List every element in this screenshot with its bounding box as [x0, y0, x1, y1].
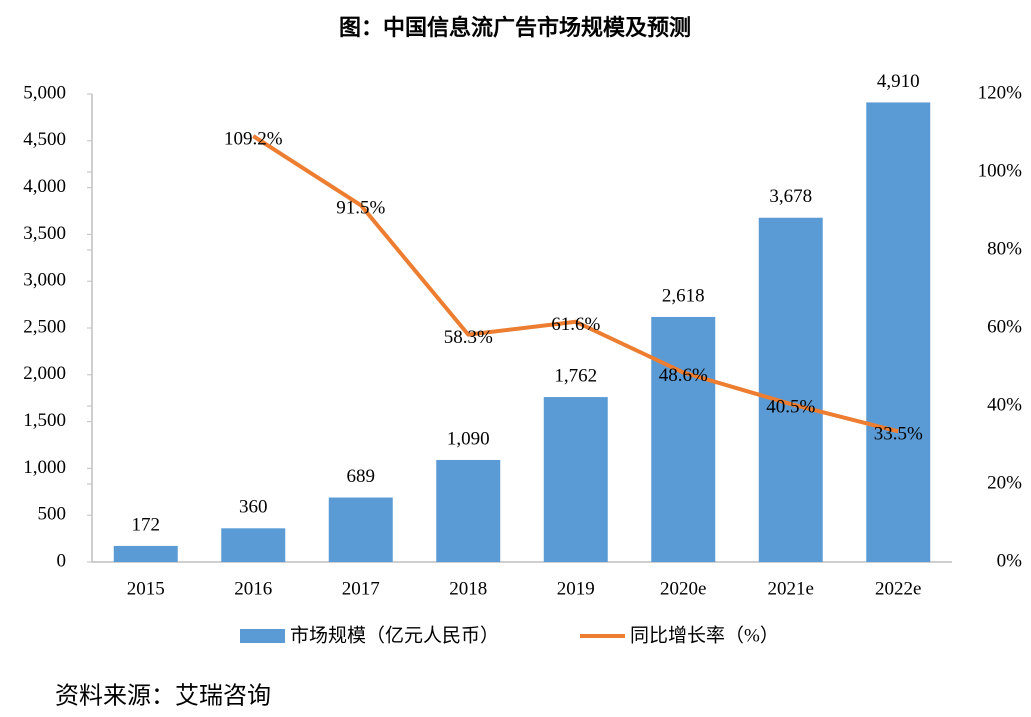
bar [866, 102, 931, 562]
y-tick-label: 4,500 [23, 129, 66, 150]
bar-value-label: 360 [239, 497, 268, 518]
bar [328, 497, 393, 562]
x-tick-label: 2022e [875, 578, 921, 599]
line-value-label: 48.6% [659, 365, 708, 386]
bar-value-label: 4,910 [877, 71, 920, 92]
y-tick-label: 2,000 [23, 363, 66, 384]
legend-label: 同比增长率（%） [630, 624, 779, 646]
bar [221, 528, 286, 562]
legend-swatch [240, 629, 285, 643]
y-tick-label: 3,500 [23, 223, 66, 244]
x-tick-label: 2016 [234, 578, 272, 599]
y-tick-label: 1,500 [23, 410, 66, 431]
x-tick-label: 2019 [557, 578, 595, 599]
bar-value-label: 1,762 [554, 365, 597, 386]
line-value-label: 33.5% [874, 424, 923, 445]
bar [543, 397, 608, 562]
bar-value-label: 172 [132, 514, 161, 535]
bar [113, 545, 178, 562]
y2-tick-label: 40% [987, 394, 1022, 415]
y-tick-label: 0 [57, 550, 67, 571]
x-tick-label: 2020e [660, 578, 706, 599]
line [252, 134, 899, 434]
bar-value-label: 2,618 [662, 285, 705, 306]
y-tick-label: 2,500 [23, 316, 66, 337]
y2-tick-label: 60% [987, 316, 1022, 337]
bar [758, 217, 823, 562]
y-tick-label: 4,000 [23, 176, 66, 197]
x-tick-label: 2015 [127, 578, 165, 599]
line-value-label: 109.2% [224, 128, 283, 149]
bar [436, 459, 501, 562]
source-note: 资料来源：艾瑞咨询 [55, 683, 271, 710]
line-value-label: 40.5% [766, 396, 815, 417]
y-tick-label: 1,000 [23, 457, 66, 478]
x-tick-label: 2017 [342, 578, 380, 599]
y2-tick-label: 0% [997, 550, 1023, 571]
bar-value-label: 689 [347, 466, 376, 487]
y-tick-label: 500 [38, 504, 67, 525]
y-tick-label: 3,000 [23, 270, 66, 291]
line-value-label: 91.5% [336, 198, 385, 219]
line-value-label: 61.6% [551, 314, 600, 335]
x-tick-label: 2021e [768, 578, 814, 599]
legend-label: 市场规模（亿元人民币） [290, 624, 499, 646]
y2-tick-label: 120% [978, 82, 1023, 103]
x-tick-label: 2018 [449, 578, 487, 599]
y-tick-label: 5,000 [23, 82, 66, 103]
bar-value-label: 3,678 [769, 186, 812, 207]
y2-tick-label: 80% [987, 238, 1022, 259]
y2-tick-label: 100% [978, 160, 1023, 181]
bar-value-label: 1,090 [447, 428, 490, 449]
bar [651, 316, 716, 562]
y2-tick-label: 20% [987, 472, 1022, 493]
line-value-label: 58.3% [444, 327, 493, 348]
chart-title: 图：中国信息流广告市场规模及预测 [339, 15, 691, 40]
